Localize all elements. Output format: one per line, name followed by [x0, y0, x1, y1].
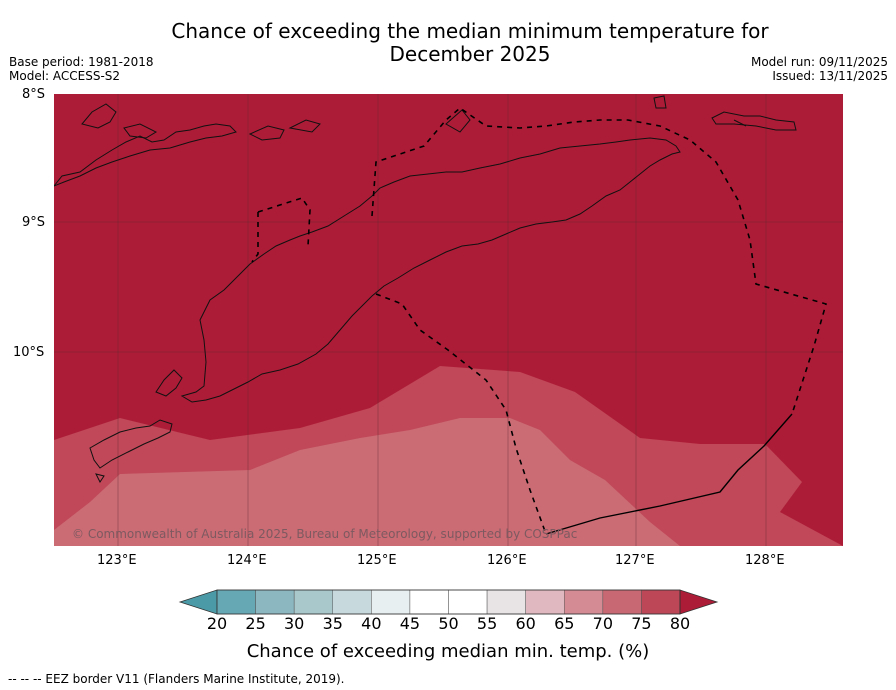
colorbar-cell	[448, 589, 488, 615]
eez-border-solid	[545, 413, 793, 535]
colorbar-cell	[525, 589, 565, 615]
model-name: Model: ACCESS-S2	[9, 68, 121, 83]
colorbar-tick-label: 70	[592, 614, 613, 633]
base-period: Base period: 1981-2018	[9, 55, 154, 69]
colorbar-cell	[409, 589, 449, 615]
colorbar-cell	[641, 589, 681, 615]
colorbar-under-arrow	[178, 589, 218, 615]
lat-label-8s: 8°S	[22, 87, 46, 102]
lon-label-127e: 127°E	[615, 553, 655, 568]
colorbar-tick-label: 45	[399, 614, 421, 633]
coastlines	[54, 95, 797, 483]
colorbar-cell	[216, 589, 256, 615]
map-title: Chance of exceeding the median minimum t…	[0, 20, 896, 66]
colorbar-tick-label: 80	[669, 614, 691, 633]
colorbar-tick-label: 40	[361, 614, 382, 633]
colorbar-over-arrow	[679, 589, 719, 615]
probability-band-70	[54, 418, 680, 546]
model-run: Model run: 09/11/2025	[750, 55, 888, 69]
lat-label-9s: 9°S	[22, 215, 46, 230]
colorbar-tick-label: 65	[554, 614, 575, 633]
colorbar-cell	[564, 589, 604, 615]
lat-label-10s: 10°S	[13, 345, 45, 360]
graticule	[54, 94, 843, 546]
colorbar-cell	[602, 589, 642, 615]
colorbar	[178, 589, 719, 615]
colorbar-tick-label: 30	[283, 614, 305, 633]
colorbar-cell	[293, 589, 333, 615]
colorbar-cells	[216, 589, 681, 615]
colorbar-tick-label: 50	[438, 614, 459, 633]
copyright-notice: © Commonwealth of Australia 2025, Bureau…	[72, 527, 577, 541]
issued-date: Issued: 13/11/2025	[772, 68, 888, 83]
colorbar-cell	[332, 589, 372, 615]
colorbar-cell	[371, 589, 411, 615]
title-line-2: December 2025	[389, 42, 551, 66]
colorbar-tick-label: 25	[245, 614, 266, 633]
colorbar-tick-label: 35	[322, 614, 343, 633]
colorbar-tick-label: 20	[206, 614, 228, 633]
eez-footnote: -- -- -- EEZ border V11 (Flanders Marine…	[8, 672, 345, 686]
base-info: Base period: 1981-2018 Model: ACCESS-S2	[9, 55, 154, 83]
lon-label-124e: 124°E	[227, 553, 267, 568]
colorbar-cell	[486, 589, 526, 615]
title-line-1: Chance of exceeding the median minimum t…	[171, 19, 769, 43]
colorbar-tick-label: 75	[631, 614, 652, 633]
colorbar-tick-label: 60	[515, 614, 536, 633]
lon-label-125e: 125°E	[357, 553, 397, 568]
lon-label-123e: 123°E	[97, 553, 137, 568]
colorbar-tick-label: 55	[476, 614, 498, 633]
lon-label-126e: 126°E	[487, 553, 527, 568]
colorbar-label: Chance of exceeding median min. temp. (%…	[246, 641, 650, 662]
eez-borders	[251, 106, 827, 535]
run-info: Model run: 09/11/2025 Issued: 13/11/2025	[750, 55, 888, 83]
colorbar-cell	[255, 589, 295, 615]
lon-label-128e: 128°E	[745, 553, 785, 568]
map-area: © Commonwealth of Australia 2025, Bureau…	[54, 94, 843, 546]
